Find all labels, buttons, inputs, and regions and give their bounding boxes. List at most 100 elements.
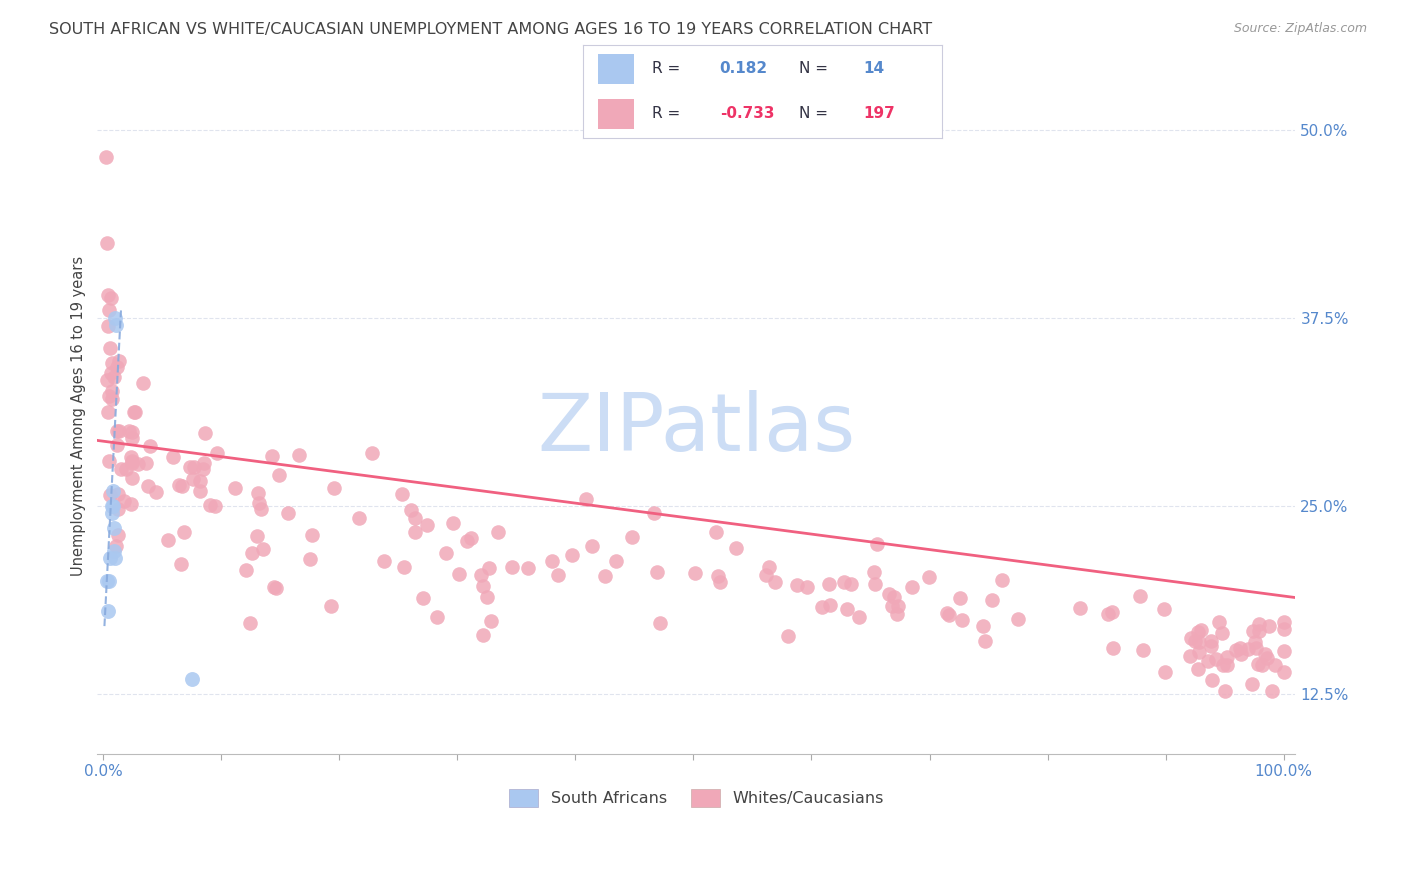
Point <box>477 591 499 605</box>
Point <box>100 499 122 513</box>
Point <box>94 150 117 164</box>
Point <box>1187 625 1209 640</box>
Point <box>1097 607 1119 622</box>
Point <box>1272 615 1295 629</box>
Point <box>707 569 730 583</box>
Point <box>277 506 299 520</box>
Point <box>124 405 146 419</box>
Point <box>404 524 426 539</box>
Point <box>471 628 494 642</box>
Point <box>1212 658 1234 673</box>
Text: SOUTH AFRICAN VS WHITE/CAUCASIAN UNEMPLOYMENT AMONG AGES 16 TO 19 YEARS CORRELAT: SOUTH AFRICAN VS WHITE/CAUCASIAN UNEMPLO… <box>49 22 932 37</box>
Point <box>763 575 786 590</box>
Point <box>581 539 603 553</box>
Point <box>100 356 122 370</box>
Point <box>1189 623 1212 637</box>
Point <box>96 373 118 387</box>
Point <box>839 576 862 591</box>
Point <box>936 607 959 621</box>
Point <box>817 577 839 591</box>
Point <box>135 457 157 471</box>
Point <box>250 502 273 516</box>
Point <box>188 475 211 489</box>
Point <box>758 560 780 574</box>
Point <box>883 591 905 605</box>
Point <box>104 310 127 325</box>
Point <box>194 426 217 441</box>
Point <box>246 486 269 500</box>
Point <box>974 634 997 648</box>
Point <box>105 360 128 375</box>
Text: ZIPatlas: ZIPatlas <box>537 390 855 468</box>
Point <box>264 581 287 595</box>
Point <box>98 341 121 355</box>
Point <box>361 446 384 460</box>
Text: -0.733: -0.733 <box>720 106 775 121</box>
Point <box>1247 624 1270 638</box>
Point <box>416 518 439 533</box>
Point <box>460 532 482 546</box>
Point <box>818 598 841 612</box>
Point <box>1180 631 1202 645</box>
Point <box>709 574 731 589</box>
Point <box>114 461 136 475</box>
Point <box>235 563 257 577</box>
Point <box>100 392 122 406</box>
Point <box>121 453 143 467</box>
Point <box>643 506 665 520</box>
Point <box>100 507 122 521</box>
Point <box>404 511 426 525</box>
Point <box>107 424 129 438</box>
Point <box>1102 641 1125 656</box>
Point <box>1154 665 1177 679</box>
Point <box>183 460 205 475</box>
Bar <box>598 99 634 129</box>
Point <box>1236 642 1258 657</box>
Text: 14: 14 <box>863 62 884 77</box>
Point <box>120 497 142 511</box>
Point <box>1251 658 1274 673</box>
Point <box>1272 665 1295 679</box>
Point <box>138 439 160 453</box>
Point <box>100 366 122 380</box>
Point <box>1199 634 1222 648</box>
Point <box>706 524 728 539</box>
Point <box>796 580 818 594</box>
Point <box>180 672 202 686</box>
Text: R =: R = <box>651 106 685 121</box>
Point <box>456 533 478 548</box>
Point <box>1197 654 1219 668</box>
Point <box>605 554 627 568</box>
Point <box>575 492 598 507</box>
Point <box>239 616 262 631</box>
Point <box>252 542 274 557</box>
Point <box>179 459 201 474</box>
Point <box>1229 640 1251 655</box>
Point <box>103 521 125 535</box>
Point <box>298 552 321 566</box>
Point <box>167 478 190 492</box>
Point <box>1211 625 1233 640</box>
Point <box>392 560 415 574</box>
Point <box>97 454 120 468</box>
Point <box>191 462 214 476</box>
Point <box>98 388 121 402</box>
Point <box>127 457 149 471</box>
Point <box>810 600 832 615</box>
Point <box>145 485 167 500</box>
Point <box>786 578 808 592</box>
Point <box>156 533 179 547</box>
Point <box>1188 635 1211 649</box>
Bar <box>598 54 634 84</box>
Point <box>1244 634 1267 648</box>
Point <box>193 457 215 471</box>
Point <box>645 565 668 579</box>
Point <box>863 576 886 591</box>
Point <box>1007 612 1029 626</box>
Point <box>173 525 195 540</box>
Point <box>1243 624 1265 638</box>
Point <box>105 438 128 452</box>
Point <box>1229 647 1251 661</box>
Point <box>648 616 671 631</box>
Point <box>412 591 434 606</box>
